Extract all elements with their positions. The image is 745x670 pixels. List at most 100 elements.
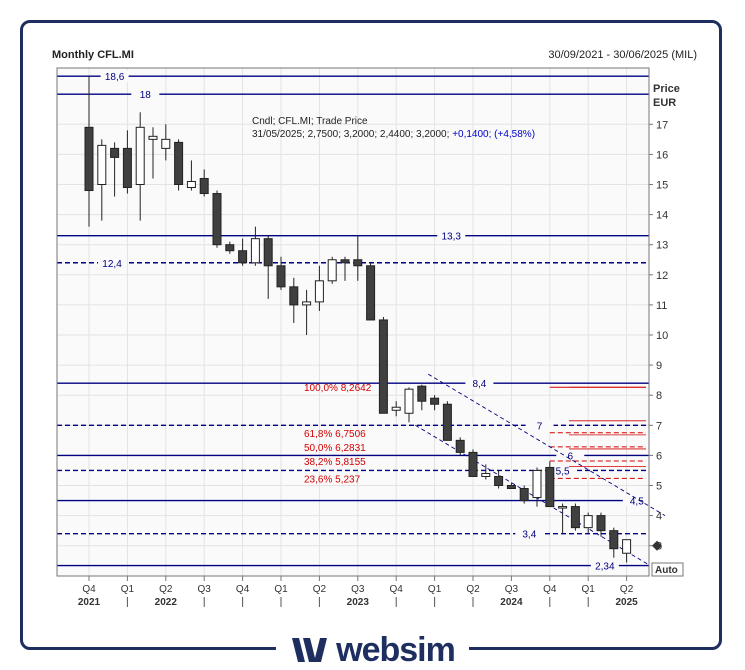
candle-body [110,147,120,158]
candle-body [417,385,427,402]
auto-scale-button[interactable]: Auto [655,565,678,576]
y-tick-label: 15 [656,180,668,192]
y-tick-label: 10 [656,330,668,342]
x-tick-label: Q3 [198,584,212,595]
candle-body [570,506,580,529]
chart-title: Monthly CFL.MI [52,49,134,61]
candle-body [122,147,132,189]
x-tick-label: Q4 [543,584,557,595]
x-tick-label: Q1 [428,584,442,595]
candle-body [506,485,516,490]
legend-line1: Cndl; CFL.MI; Trade Price [252,116,368,127]
y-tick-label: 4 [656,511,662,523]
level-label: 5,5 [556,466,570,477]
x-tick-label: Q1 [121,584,135,595]
candle-body [186,180,196,189]
y-tick-label: 17 [656,119,668,131]
x-axis: Q4 2021 Q1 Q2 2022 Q3 Q4 Q1 Q2 Q3 2023 Q4 Q1 Q2 Q3 2024… [78,576,638,608]
level-label: 18 [140,90,152,101]
x-tick-label: Q4 [236,584,250,595]
candle-body [148,135,158,140]
candle [583,512,593,534]
level-label-bg [131,88,160,101]
y-tick-label: 6 [656,450,662,462]
candle-body [391,406,401,411]
candle-body [225,244,235,252]
candle [506,482,516,490]
y-axis-title: Price [653,83,680,95]
y-tick-label: 7 [656,420,662,432]
candle [212,190,222,248]
candle-body [353,259,363,267]
candle [199,169,209,197]
fibonacci-levels: 100,0% 8,2642 61,8% 6,7506 50,0% 6,2831 38,… [304,383,646,485]
candle [174,139,184,191]
candle [340,256,350,281]
candle-body [276,265,286,288]
level-label: 7 [537,421,543,432]
fib-label: 23,6% 5,237 [304,474,361,485]
candle-body [430,397,440,405]
x-tick-label: Q1 [582,584,596,595]
brand-logo: websim [276,630,469,670]
level-label: 3,4 [522,530,536,541]
legend-ohlc: 31/05/2025; 2,7500; 3,2000; 2,4400; 3,20… [252,129,449,140]
candle-body [532,469,542,499]
candle [84,76,94,227]
level-label-bg [437,229,466,242]
legend-line2: 31/05/2025; 2,7500; 3,2000; 2,4400; 3,20… [252,129,535,140]
trend-channel [415,373,666,565]
candle [609,527,619,558]
candle [532,467,542,507]
y-tick-label: 8 [656,390,662,402]
level-label-bg [548,464,577,477]
brand-footer: websim [0,630,745,670]
y-tick-label: 16 [656,149,668,161]
candle [250,226,260,266]
candle-body [442,403,452,441]
y-axis: 34567891011121314151617 [649,119,668,553]
channel-upper-line [427,373,666,516]
candle-body [622,539,632,554]
x-year-label: 2024 [500,597,523,608]
y-tick-label: 5 [656,481,662,493]
candle [570,503,580,531]
candle-body [199,177,209,195]
x-year-label: 2021 [78,597,101,608]
channel-lower-line [415,424,648,565]
candle [327,256,337,284]
candle-body [378,319,388,414]
candle [314,265,324,311]
candle-body [327,259,337,282]
level-label-bg [525,419,554,432]
y-tick-label: 14 [656,210,668,222]
candle-body [174,141,184,185]
candle [468,449,478,477]
candle [135,112,145,221]
candle-body [468,451,478,477]
candle-body [481,472,491,477]
level-label-bg [98,256,127,269]
candle-body [238,250,248,264]
y-axis-unit: EUR [653,97,676,109]
x-tick-label: Q3 [351,584,365,595]
candle [596,512,606,537]
x-tick-label: Q4 [390,584,404,595]
candle [97,139,107,221]
level-label-bg [515,527,544,540]
candle [276,256,286,290]
candle-body [404,388,414,414]
candle [404,387,414,423]
candle [442,401,452,441]
auto-scale-button-box[interactable] [651,562,684,577]
candle [263,235,273,299]
candle-body [519,488,529,502]
level-lines: 18,6 18 13,3 12,4 8,4 7 6 5,5 4,5 3,4 2,34 [57,70,651,573]
level-label: 13,3 [442,232,462,243]
candle [494,470,504,489]
candle [430,395,440,411]
brand-name: websim [336,630,456,669]
candle-body [455,439,465,453]
fib-label: 61,8% 6,7506 [304,429,366,440]
